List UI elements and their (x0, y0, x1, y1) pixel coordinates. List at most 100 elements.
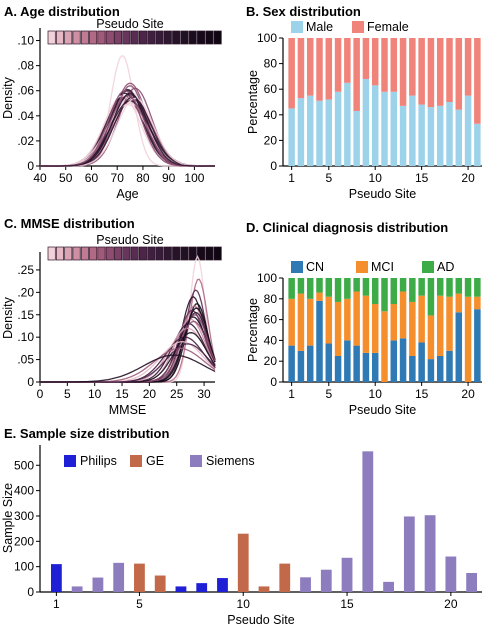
panel-d-bar-cn (353, 345, 360, 382)
panel-c-legend-swatch (114, 246, 123, 261)
panel-d-title: D. Clinical diagnosis distribution (246, 220, 448, 235)
panel-a-legend-swatch (64, 30, 73, 45)
panel-d-bar-cn (436, 356, 444, 382)
panel-b-ytick-label: 40 (264, 108, 278, 122)
panel-b-bar-male (464, 95, 472, 166)
panel-c-density-line (40, 354, 216, 383)
panel-a-legend-swatch (80, 30, 89, 45)
panel-b-bar-male (455, 109, 463, 166)
panel-c-xtick-label: 25 (170, 387, 184, 401)
panel-c-ytick-label: .05 (17, 353, 34, 367)
panel-b-bar-male (371, 85, 379, 166)
panel-b-ytick-label: 20 (264, 133, 278, 147)
panel-a-legend-swatch (97, 30, 106, 45)
panel-d-bar-mci (455, 293, 463, 313)
panel-a-legend-swatch (188, 30, 197, 45)
panel-e-bar-ge (154, 575, 166, 592)
panel-b-bar-male (316, 100, 323, 166)
panel-d-bar-cn (306, 345, 314, 382)
panel-c-xtick-label: 5 (64, 387, 71, 401)
panel-d-bar-ad (344, 278, 351, 299)
panel-a-legend-swatch (213, 30, 222, 45)
panel-e-bar-ge (258, 586, 270, 592)
panel-d-bar-ad (381, 278, 388, 312)
panel-c-legend-title: Pseudo Site (96, 233, 163, 247)
panel-e-bar-siemens (300, 577, 311, 592)
panel-b-bar-female (436, 38, 444, 106)
panel-a-legend-swatch (147, 30, 156, 45)
panel-e-ytick-label: 100 (14, 560, 34, 574)
panel-b-bar-female (455, 38, 463, 110)
panel-b-bar-female (334, 38, 342, 92)
panel-b-bar-female (464, 38, 472, 96)
panel-c-legend-swatch (213, 246, 222, 261)
panel-e-ytick-label: 500 (14, 458, 34, 472)
panel-b-ytick-label: 100 (257, 31, 277, 45)
panel-b-bar-male (418, 104, 425, 166)
panel-d-bar-cn (325, 343, 333, 382)
panel-a-legend-swatch (72, 30, 81, 45)
panel-e-bar-siemens (466, 572, 478, 592)
panel-e-title: E. Sample size distribution (4, 426, 169, 441)
panel-c-legend-swatch (130, 246, 139, 261)
panel-d-bar-mci (334, 301, 342, 356)
panel-d-bar-cn (288, 345, 295, 382)
panel-b-legend-label: Male (306, 20, 333, 34)
panel-c-legend-swatch (80, 246, 89, 261)
panel-b-bar-female (418, 38, 425, 105)
panel-d-legend-swatch-mci (356, 261, 368, 273)
panel-d-bar-ad (427, 278, 435, 316)
panel-d-bar-ad (436, 278, 444, 296)
panel-c-ytick-label: .15 (17, 308, 34, 322)
panel-c-ytick-label: .25 (17, 263, 34, 277)
panel-c-ylabel: Density (1, 296, 15, 338)
panel-d-legend-label: MCI (371, 260, 394, 274)
panel-b-bar-male (409, 95, 416, 166)
panel-c-legend-swatch (72, 246, 81, 261)
panel-a-density-line (40, 100, 215, 167)
panel-c-density-line (40, 320, 216, 383)
panel-a-ytick-label: .06 (17, 84, 34, 98)
panel-d-ytick-label: 40 (264, 333, 278, 347)
panel-a-legend-swatch (122, 30, 131, 45)
panel-a-density-line (40, 96, 215, 167)
panel-b-bar-female (409, 38, 416, 96)
panel-e-bar-philips (217, 578, 228, 592)
panel-e-legend-swatch-ge (130, 455, 142, 467)
panel-b-bar-female (288, 38, 295, 109)
panel-b-bar-female (306, 38, 314, 96)
panel-b-bar-female (325, 38, 333, 100)
panel-d-bar-mci (353, 291, 360, 346)
panel-b-bar-female (297, 38, 305, 99)
panel-d-bar-cn (297, 350, 305, 382)
panel-b-bar-female (390, 38, 398, 92)
panel-a-density-line (40, 98, 215, 167)
panel-a-legend-swatch (138, 30, 147, 45)
panel-b-legend-swatch-male (291, 21, 303, 33)
panel-d-bar-cn (474, 309, 481, 382)
panel-d-bar-ad (399, 278, 407, 292)
panel-d-bar-mci (474, 296, 481, 310)
panel-e-bar-siemens (341, 557, 353, 592)
panel-a-ylabel: Density (1, 76, 15, 118)
panel-c-density-line (40, 347, 216, 383)
panel-a-xlabel: Age (116, 187, 138, 201)
panel-c-title: C. MMSE distribution (4, 216, 135, 231)
panel-b-bar-male (427, 107, 435, 166)
panel-a-legend-swatch (180, 30, 189, 45)
panel-d-bar-mci (306, 298, 314, 346)
panel-d-xtick-label: 10 (369, 387, 383, 401)
panel-d-bar-ad (288, 278, 295, 299)
panel-b-bar-female (427, 38, 435, 108)
panel-d-legend-label: AD (437, 260, 454, 274)
panel-b-bar-female (381, 38, 388, 92)
panel-b-ylabel: Percentage (246, 70, 260, 134)
panel-a-density-line (40, 97, 215, 167)
panel-a-ytick-label: .08 (17, 59, 34, 73)
panel-a-legend-title: Pseudo Site (96, 17, 163, 31)
panel-b-ytick-label: 60 (264, 82, 278, 96)
panel-a-legend-swatch (197, 30, 206, 45)
panel-e-legend-label: Philips (80, 454, 117, 468)
panel-d-ytick-label: 60 (264, 313, 278, 327)
panel-a-xtick-label: 50 (59, 171, 73, 185)
